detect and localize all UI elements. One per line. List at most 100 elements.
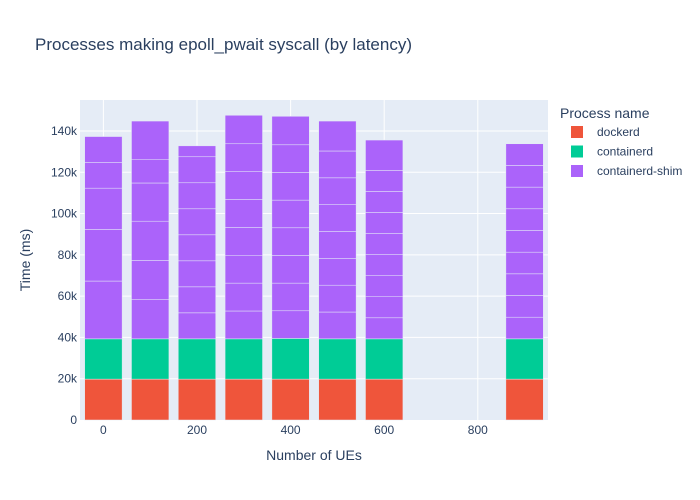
bar-segment-containerd-shim [224,143,263,172]
bar-segment-containerd [271,338,310,380]
bar-segment-containerd-shim [84,229,123,282]
legend-entry-label: containerd-shim [597,164,682,178]
bar-segment-containerd-shim [271,282,310,312]
bar-segment-containerd-shim [178,156,216,184]
bar-segment-containerd-shim [505,143,544,166]
bar-segment-containerd-shim [224,282,263,312]
y-tick-label: 40k [58,330,78,344]
x-tick-label: 600 [374,423,394,437]
bar-segment-containerd-shim [271,227,310,256]
bar-segment-containerd-shim [505,273,544,296]
bar-segment-containerd-shim [505,295,544,318]
bar-segment-containerd-shim [365,233,404,255]
x-tick-label: 400 [281,423,301,437]
bar-segment-containerd-shim [131,182,170,222]
y-axis-ticks: 0 20k 40k 60k 80k 100k 120k 140k [51,124,78,427]
bar-segment-containerd [224,338,263,380]
bar-segment-containerd [84,338,123,380]
legend-title: Process name [560,105,650,121]
legend-entry-label: containerd [597,145,653,159]
bar-segment-containerd-shim [271,310,310,339]
bar-segment-containerd-shim [224,227,263,256]
bar-segment-containerd-shim [365,317,404,340]
bar-segment-containerd [365,338,404,380]
bar-segment-containerd-shim [505,186,544,210]
bar-segment-containerd-shim [318,177,357,205]
y-tick-label: 120k [51,165,78,179]
legend: Process name dockerd containerd containerd… [560,105,682,178]
y-tick-label: 140k [51,124,78,138]
bar-segment-containerd-shim [318,284,357,313]
bar-segment-dockerd [178,378,216,421]
bar-segment-containerd-shim [224,310,263,340]
bar-segment-containerd-shim [224,171,263,200]
bar-segment-containerd-shim [271,172,310,201]
bar-segment-containerd-shim [178,286,216,314]
bar-segment-dockerd [318,378,357,421]
bar-segment-containerd-shim [365,170,404,192]
y-tick-label: 100k [51,207,78,221]
bar-segment-containerd-shim [365,296,404,319]
bar-segment-containerd-shim [131,260,170,300]
bar-segment-dockerd [131,378,170,421]
bar-segment-containerd [505,338,544,380]
x-tick-label: 0 [100,423,107,437]
bar-segment-dockerd [365,378,404,421]
bar-segment-containerd-shim [178,145,216,158]
chart-title: Processes making epoll_pwait syscall (by… [35,35,412,54]
bar-segment-containerd-shim [84,187,123,230]
y-tick-label: 60k [58,289,78,303]
bar-segment-containerd-shim [365,139,404,171]
bar-segment-containerd-shim [365,275,404,297]
bars [84,115,544,421]
bar-segment-containerd-shim [178,208,216,236]
bar-segment-containerd-shim [318,311,357,340]
x-axis-ticks: 0 200 400 600 800 [100,423,488,437]
bar-segment-containerd-shim [318,231,357,259]
y-tick-label: 20k [58,372,78,386]
bar-segment-containerd-shim [131,120,170,160]
bar-segment-containerd-shim [84,162,123,189]
bar-segment-containerd-shim [178,182,216,210]
bar-segment-containerd-shim [505,316,544,340]
bar-segment-containerd-shim [365,212,404,234]
bar-segment-containerd-shim [365,254,404,276]
x-tick-label: 200 [187,423,207,437]
bar-segment-containerd-shim [224,115,263,145]
y-axis-title: Time (ms) [17,229,33,291]
bar-segment-containerd-shim [271,144,310,173]
bar-segment-containerd-shim [505,251,544,275]
y-tick-label: 0 [70,413,77,427]
bar-segment-containerd-shim [224,199,263,228]
bar-segment-containerd-shim [178,312,216,340]
bar-segment-containerd-shim [365,191,404,213]
bar-segment-dockerd [224,378,263,421]
bar-segment-containerd-shim [131,299,170,340]
x-axis-title: Number of UEs [266,447,362,463]
bar-segment-containerd-shim [271,255,310,284]
bar-segment-containerd-shim [318,120,357,152]
bar-segment-containerd-shim [505,230,544,253]
bar-segment-containerd-shim [131,159,170,184]
bar-segment-containerd-shim [318,258,357,286]
bar-segment-containerd [178,338,216,380]
bar-segment-containerd-shim [505,208,544,231]
bar-segment-containerd-shim [224,255,263,284]
bar-segment-containerd-shim [271,116,310,146]
bar-segment-containerd [131,338,170,380]
bar-segment-containerd-shim [505,165,544,188]
bar-segment-containerd-shim [178,260,216,288]
legend-swatch [571,126,583,138]
y-tick-label: 80k [58,248,78,262]
bar-segment-dockerd [505,378,544,421]
bar-segment-containerd-shim [131,220,170,261]
bar-segment-containerd-shim [318,204,357,232]
bar-segment-containerd-shim [318,150,357,179]
bar-segment-containerd-shim [271,199,310,229]
legend-swatch [571,165,583,177]
bar-segment-containerd-shim [84,136,123,163]
legend-entry-label: dockerd [597,125,640,139]
bar-segment-containerd-shim [178,234,216,262]
bar-segment-containerd-shim [84,280,123,340]
